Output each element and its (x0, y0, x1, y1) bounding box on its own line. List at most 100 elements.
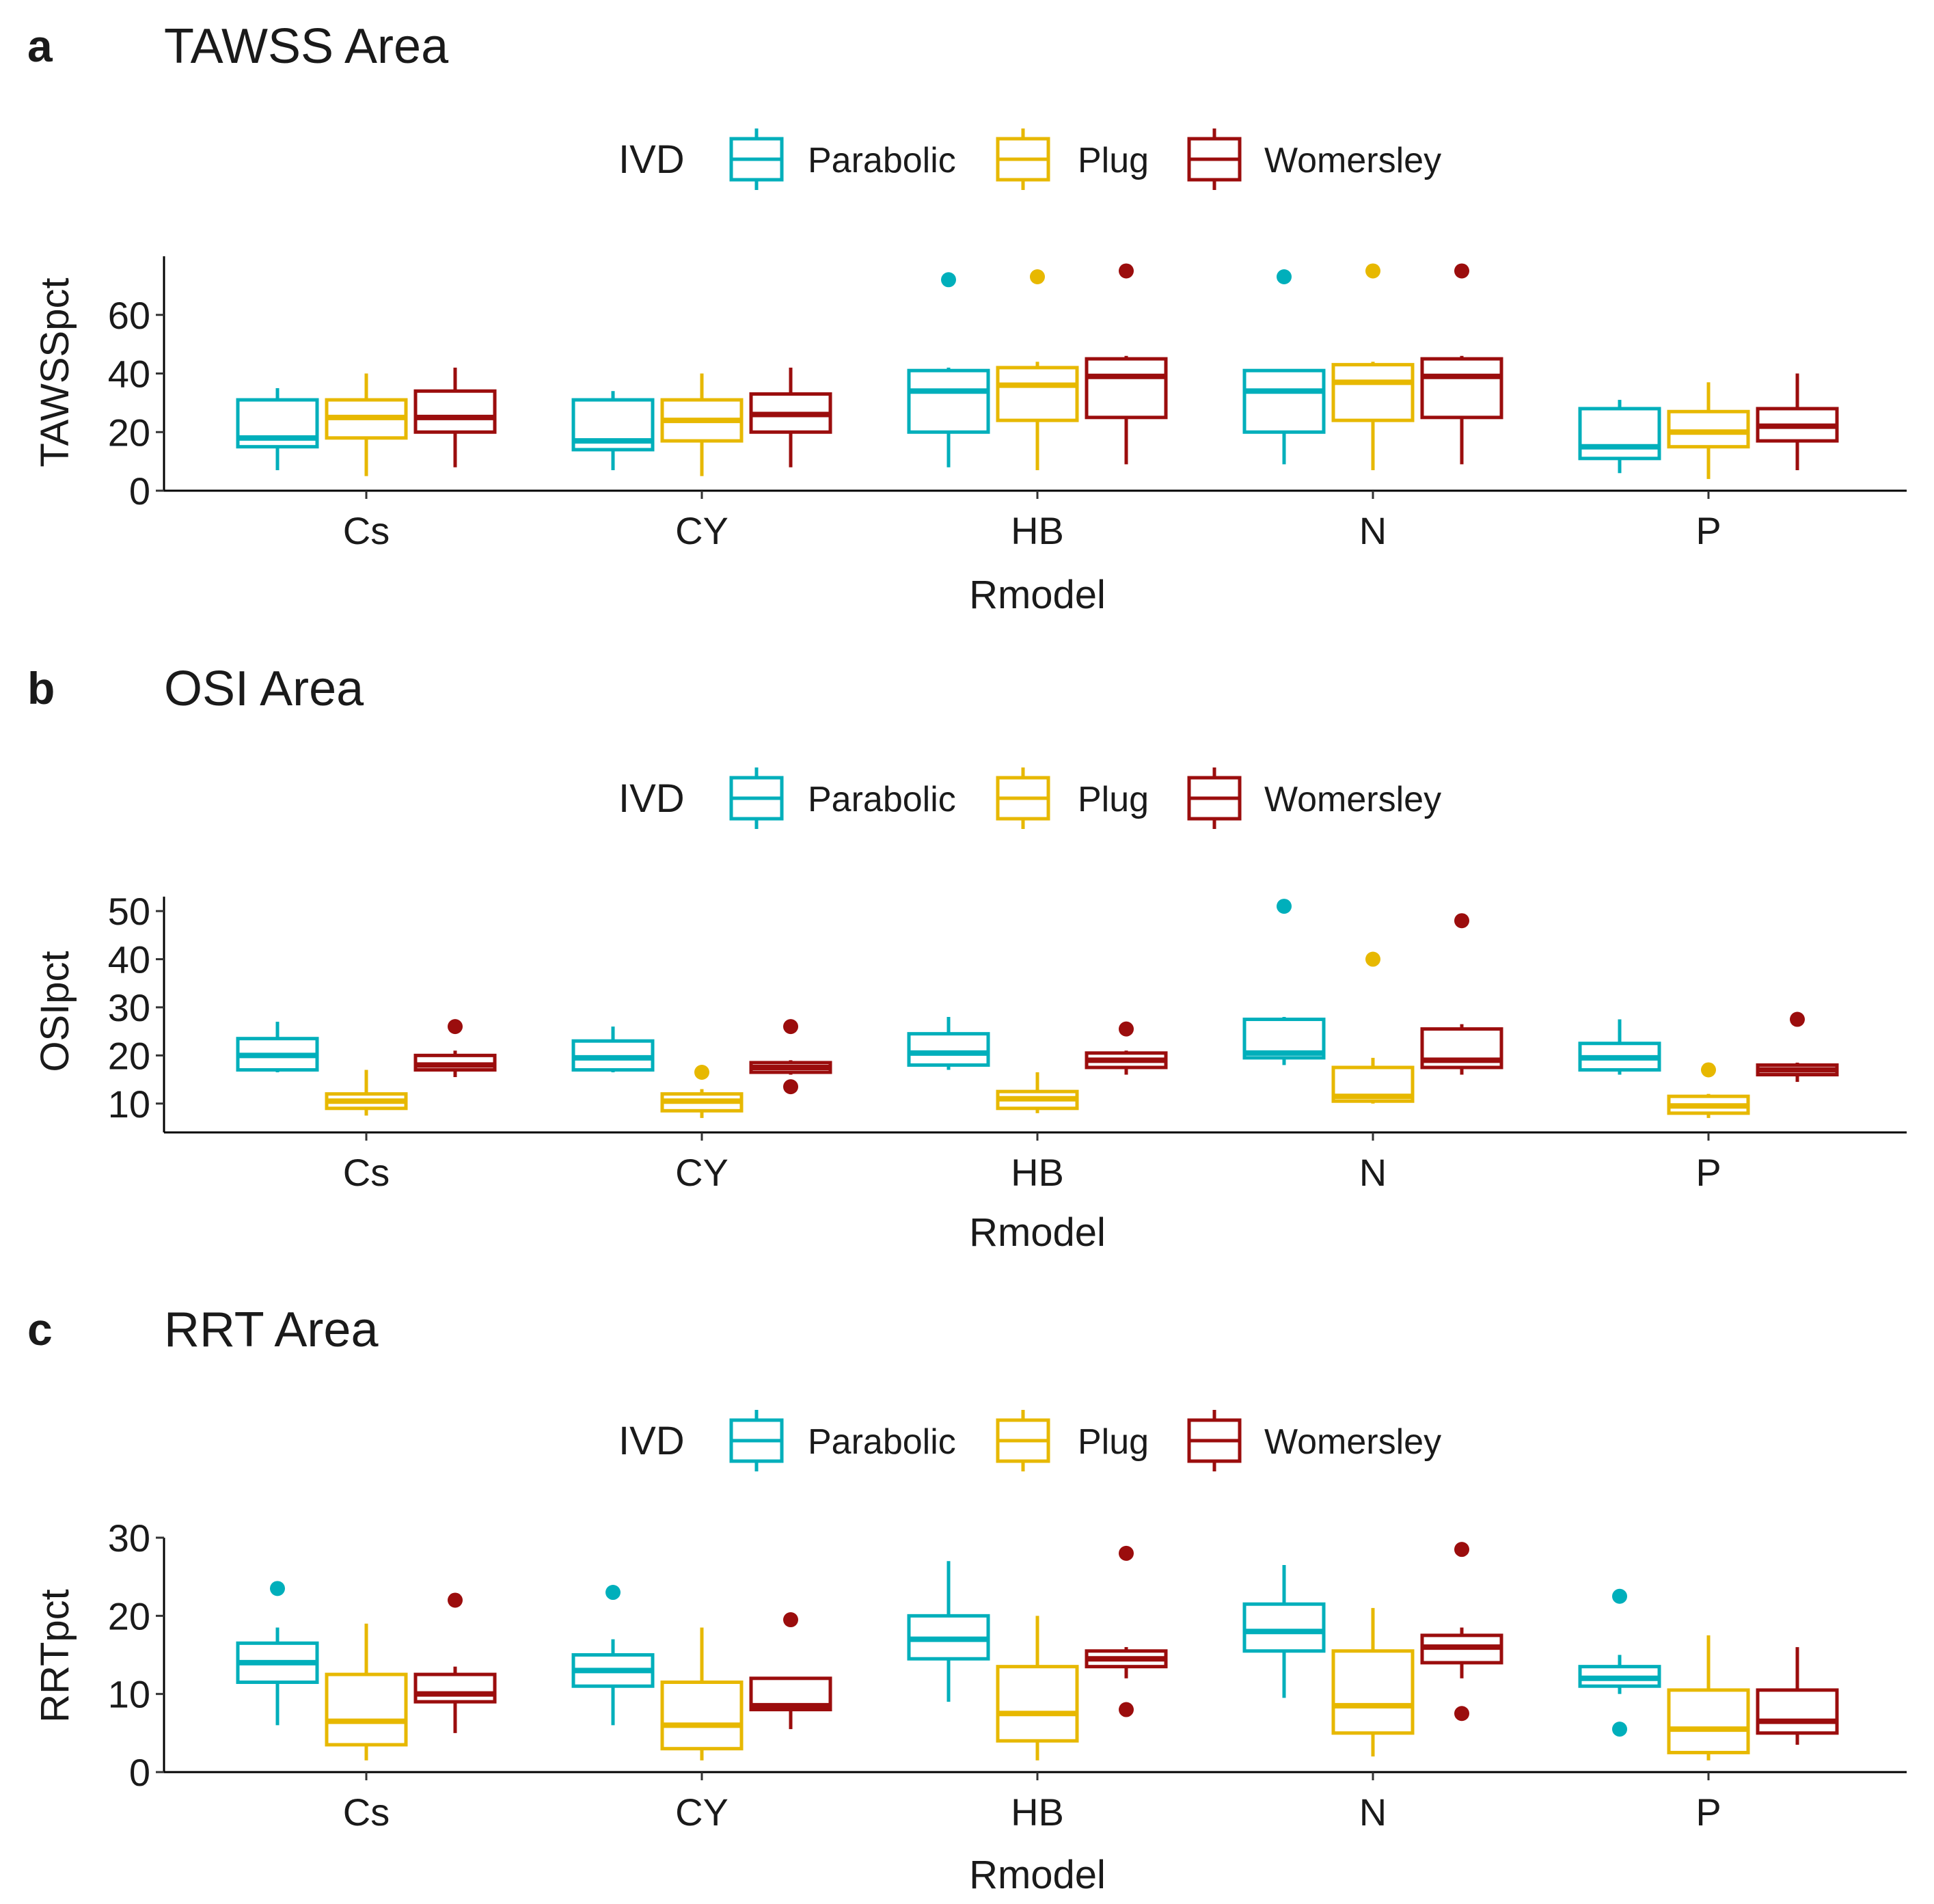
y-tick-label: 10 (108, 1083, 150, 1126)
box-parabolic-hb (907, 1561, 990, 1702)
outlier-point (1030, 269, 1045, 285)
iqr-box (660, 1681, 744, 1751)
x-tick-label: HB (1011, 1151, 1064, 1194)
panel-title: RRT Area (164, 1303, 379, 1357)
outlier-point (1277, 899, 1292, 914)
outlier-point (1701, 1062, 1716, 1078)
iqr-box (1242, 1602, 1326, 1653)
x-tick-label: P (1695, 509, 1721, 552)
box-parabolic-cy (571, 1026, 655, 1072)
panel-title: TAWSS Area (164, 19, 449, 74)
box-plug-cs (325, 1070, 408, 1116)
iqr-box (1331, 1649, 1415, 1735)
iqr-box (1331, 363, 1415, 422)
outlier-point (1790, 1011, 1805, 1027)
legend-label: Plug (1078, 780, 1149, 819)
outlier-point (694, 1064, 709, 1080)
x-tick-label: Cs (343, 1151, 390, 1194)
plot-area: 0 10 20 30 Cs CY HB N P (108, 1517, 1907, 1834)
legend-key-womersley (1187, 1410, 1242, 1471)
x-tick-label: Cs (343, 1791, 390, 1834)
y-tick-label: 50 (108, 890, 150, 933)
legend-label: Womersley (1264, 141, 1441, 180)
box-parabolic-cs (236, 1581, 319, 1726)
outlier-point (605, 1585, 621, 1601)
x-tick-label: N (1359, 509, 1387, 552)
legend-label: Plug (1078, 141, 1149, 180)
outlier-point (783, 1019, 798, 1035)
legend-title: IVD (618, 1419, 685, 1463)
outlier-point (1454, 263, 1469, 279)
y-tick-label: 30 (108, 986, 150, 1029)
y-tick-label: 20 (108, 1034, 150, 1077)
outlier-point (783, 1612, 798, 1628)
legend-key-womersley (1187, 767, 1242, 829)
box-parabolic-cy (571, 1585, 655, 1726)
panel-letter: b (27, 663, 55, 713)
iqr-box (325, 1672, 408, 1747)
outlier-point (448, 1592, 463, 1608)
legend-label: Parabolic (808, 1422, 956, 1462)
legend-key-parabolic (729, 128, 784, 190)
plot-area: 10 20 30 40 50 Cs CY HB N P (108, 890, 1907, 1194)
panel-title: OSI Area (164, 662, 364, 716)
box-plug-cs (325, 373, 408, 476)
x-axis-title: Rmodel (969, 1853, 1106, 1897)
legend-key-parabolic (729, 767, 784, 829)
outlier-point (1365, 951, 1380, 967)
x-tick-label: HB (1011, 1791, 1064, 1834)
box-womersley-hb (1085, 1545, 1168, 1717)
box-plug-p (1667, 1062, 1750, 1118)
panel-b: b OSI Area IVD Parabolic Plug Womersley 10 2… (27, 662, 1907, 1255)
x-axis-title: Rmodel (969, 573, 1106, 617)
outlier-point (1119, 1545, 1134, 1561)
legend: IVD Parabolic Plug Womersley (618, 767, 1441, 829)
outlier-point (1454, 1542, 1469, 1558)
box-plug-cs (325, 1623, 408, 1760)
legend-label: Parabolic (808, 780, 956, 819)
y-tick-label: 0 (129, 1751, 150, 1794)
outlier-point (448, 1019, 463, 1035)
box-plug-p (1667, 382, 1750, 479)
box-plug-cy (660, 373, 744, 476)
box-womersley-hb (1085, 263, 1168, 465)
box-womersley-cy (749, 367, 832, 467)
y-axis-title: TAWSSpct (33, 277, 77, 467)
y-tick-label: 20 (108, 1594, 150, 1637)
iqr-box (1578, 407, 1661, 461)
outlier-point (1612, 1588, 1627, 1604)
y-tick-label: 10 (108, 1673, 150, 1716)
box-womersley-cy (749, 1019, 832, 1095)
iqr-box (996, 366, 1079, 422)
y-tick-label: 0 (129, 470, 150, 513)
x-tick-label: P (1695, 1791, 1721, 1834)
legend-key-parabolic (729, 1410, 784, 1471)
box-womersley-n (1420, 1542, 1503, 1722)
box-womersley-p (1756, 1647, 1839, 1745)
legend: IVD Parabolic Plug Womersley (618, 1410, 1441, 1471)
box-womersley-n (1420, 913, 1503, 1075)
y-tick-label: 40 (108, 353, 150, 396)
iqr-box (1756, 1688, 1839, 1735)
iqr-box (1667, 1688, 1750, 1754)
box-parabolic-cs (236, 387, 319, 470)
box-plug-n (1331, 263, 1415, 470)
legend-key-plug (996, 767, 1050, 829)
legend-key-womersley (1187, 128, 1242, 190)
outlier-point (1119, 1021, 1134, 1037)
box-womersley-p (1756, 1011, 1839, 1083)
box-parabolic-p (1578, 1019, 1661, 1075)
legend-label: Parabolic (808, 141, 956, 180)
outlier-point (1119, 263, 1134, 279)
box-parabolic-cy (571, 391, 655, 470)
outlier-point (1119, 1702, 1134, 1717)
x-tick-label: P (1695, 1151, 1721, 1194)
x-tick-label: CY (675, 1151, 728, 1194)
box-plug-p (1667, 1635, 1750, 1760)
legend-key-plug (996, 1410, 1050, 1471)
iqr-box (1420, 357, 1503, 420)
outlier-point (1612, 1722, 1627, 1737)
x-tick-label: N (1359, 1791, 1387, 1834)
iqr-box (907, 368, 990, 434)
